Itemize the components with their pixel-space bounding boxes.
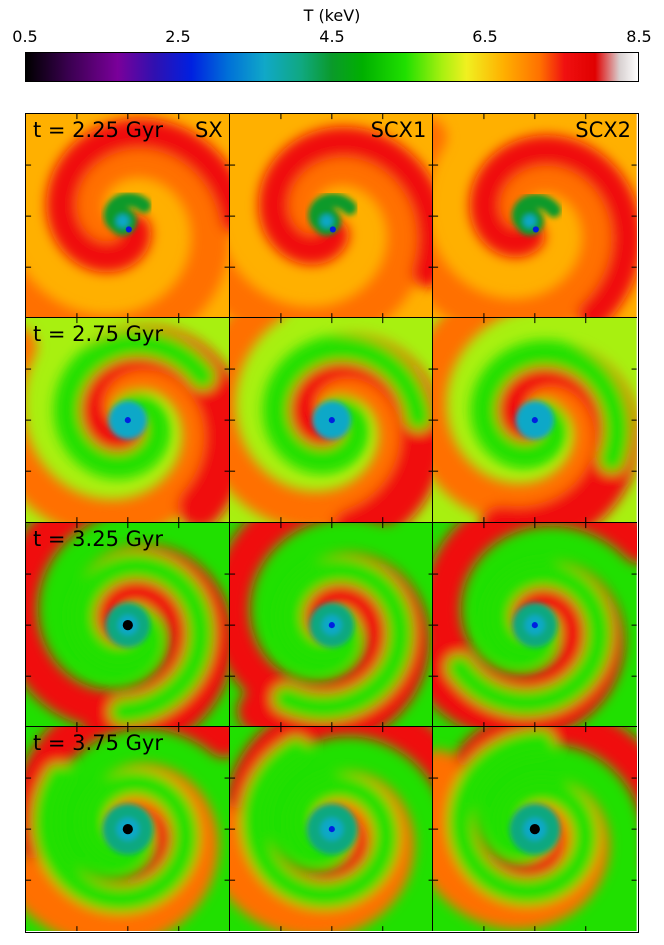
temperature-map [229,318,433,522]
core-center [328,417,335,424]
core-center [328,621,335,628]
cool-spiral-arm [470,340,631,474]
cool-tail [512,193,562,232]
temperature-map [26,522,229,726]
core-center [125,226,132,233]
row-label-time: t = 2.25 Gyr [33,118,163,142]
core-center [122,823,133,834]
row-label-time: t = 3.75 Gyr [33,730,163,755]
panel-1-scx1: SCX1 [229,114,434,319]
cool-spiral-arm [68,551,214,725]
column-label: SCX1 [370,118,427,142]
row-label-time: t = 2.75 Gyr [33,322,163,347]
temperature-map [229,726,433,931]
temperature-map [26,318,229,522]
temperature-map [433,114,637,318]
hot-spiral-arm [46,118,229,273]
outer-warm-arm [433,118,622,318]
colorbar-tick-2: 4.5 [319,27,345,46]
cool-spiral-arm [53,330,216,480]
colorbar-tick-1: 2.5 [165,27,191,46]
core-center [328,825,335,832]
temperature-map [229,522,433,726]
temperature-map [433,318,637,522]
panel-1-sx: t = 2.25 Gyr SX [26,114,230,319]
temperature-map [433,522,637,726]
hot-spiral-arm [258,126,433,288]
cool-spiral-arm [446,560,613,716]
panel-3-scx1 [229,522,434,727]
panel-3-sx: t = 3.25 Gyr [26,522,230,727]
temperature-map [26,114,229,318]
core-center [124,417,131,424]
inner-core [319,214,333,228]
panel-4-sx: t = 3.75 Gyr [26,726,230,931]
column-label: SX [194,118,223,142]
panel-2-scx1 [229,318,434,523]
colorbar-tick-0: 0.5 [12,27,38,46]
core-center [530,823,541,834]
core-center [533,226,540,233]
core-center [329,226,336,233]
temperature-map [433,726,637,931]
colorbar-tick-4: 8.5 [626,27,652,46]
cool-tail [103,192,152,233]
core-center [122,619,133,630]
panel-4-scx2 [433,726,637,931]
panel-3-scx2 [433,522,637,727]
temperature-map [26,726,229,931]
panel-2-scx2 [433,318,637,523]
cool-spiral-arm [262,335,432,475]
row-label-time: t = 3.25 Gyr [33,526,163,551]
outer-warm-arm [26,138,229,318]
cool-spiral-arm [272,556,414,721]
inner-core [116,214,130,228]
panel-grid: t = 2.25 Gyr SX SCX1 SCX2 t = 2.75 Gyr t = 3.… [25,113,639,933]
colorbar-tick-3: 6.5 [472,27,498,46]
hot-spiral-arm [470,135,637,318]
colorbar-title: T (keV) [303,6,361,25]
core-center [532,621,539,628]
panel-1-scx2: SCX2 [433,114,637,319]
column-label: SCX2 [575,118,631,142]
panel-4-scx1 [229,726,434,931]
outer-warm-arm [229,146,426,318]
colorbar [25,52,639,82]
inner-core [523,214,537,228]
core-center [532,417,539,424]
panel-2-sx: t = 2.75 Gyr [26,318,230,523]
temperature-map [229,114,433,318]
cool-tail [308,193,357,232]
